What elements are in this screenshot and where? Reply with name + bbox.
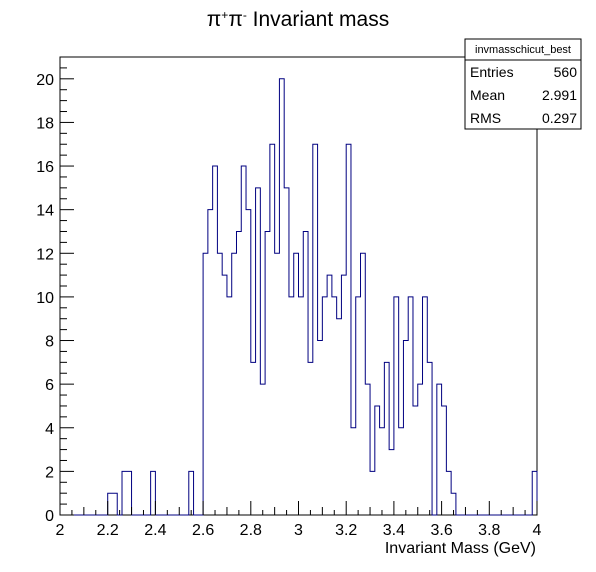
stats-mean-value: 2.991 [542,87,577,103]
y-tick-label: 12 [36,246,54,263]
y-tick-label: 8 [45,334,54,351]
y-tick-label: 16 [36,159,54,176]
stats-entries-label: Entries [470,64,514,80]
x-tick-label: 4 [533,522,542,539]
x-tick-label: 2.4 [144,522,166,539]
x-tick-label: 2.2 [97,522,119,539]
x-axis-title: Invariant Mass (GeV) [385,540,536,557]
x-tick-label: 3.8 [478,522,500,539]
x-tick-label: 2 [56,522,65,539]
title-minus-superscript: - [243,8,247,22]
title-plus-superscript: + [221,8,228,22]
stats-rms-label: RMS [470,110,501,126]
stats-box-name: invmasschicut_best [475,44,571,56]
y-tick-label: 2 [45,464,54,481]
x-tick-label: 3.2 [335,522,357,539]
stats-mean-label: Mean [470,87,505,103]
stats-box-frame [464,38,582,130]
x-tick-label: 2.8 [240,522,262,539]
y-axis-ticks [60,56,74,516]
y-tick-label: 10 [36,290,54,307]
stats-rms-value: 0.297 [542,110,577,126]
y-tick-label: 14 [36,203,54,220]
y-tick-label: 20 [36,72,54,89]
x-axis-ticks [59,501,538,515]
chart-title: π+π- Invariant mass [207,8,389,31]
title-rest: Invariant mass [247,8,389,31]
y-tick-label: 4 [45,421,54,438]
title-pi-plus: π [207,8,222,31]
x-tick-label: 3 [294,522,303,539]
x-tick-label: 3.4 [383,522,405,539]
y-tick-label: 0 [45,508,54,525]
histogram-series-line [60,78,538,516]
y-axis-tick-labels: 0 2 4 6 8 10 12 14 16 18 20 [36,72,54,525]
y-tick-label: 6 [45,377,54,394]
x-tick-label: 2.6 [192,522,214,539]
x-tick-label: 3.6 [430,522,452,539]
stats-box: invmasschicut_best Entries 560 Mean 2.99… [464,38,582,130]
stats-entries-value: 560 [554,64,578,80]
y-tick-label: 18 [36,115,54,132]
title-pi-minus: π [228,8,243,31]
x-axis-tick-labels: 2 2.2 2.4 2.6 2.8 3 3.2 3.4 3.6 3.8 4 [56,522,542,539]
